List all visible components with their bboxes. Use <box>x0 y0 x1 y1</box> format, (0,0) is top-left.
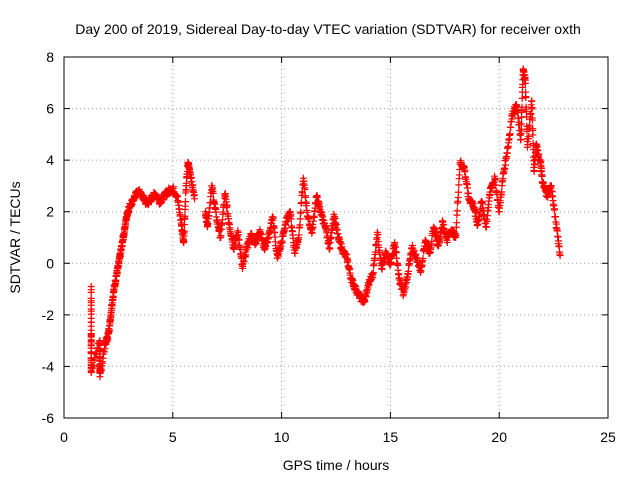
data-point <box>92 350 100 358</box>
data-point <box>284 217 292 225</box>
data-point <box>452 231 460 239</box>
data-point <box>87 288 95 296</box>
data-point <box>296 221 304 229</box>
data-point <box>310 213 318 221</box>
data-point <box>305 214 313 222</box>
y-tick-label: -4 <box>42 358 55 374</box>
data-point <box>419 255 427 263</box>
data-point <box>518 94 526 102</box>
data-point <box>535 150 543 158</box>
data-point <box>443 238 451 246</box>
data-point <box>309 223 317 231</box>
data-point <box>181 212 189 220</box>
data-point <box>527 109 535 117</box>
x-tick-label: 0 <box>60 429 68 445</box>
data-point <box>301 185 309 193</box>
data-point <box>507 118 515 126</box>
data-point <box>402 283 410 291</box>
data-point <box>528 105 536 113</box>
data-point <box>297 208 305 216</box>
data-point <box>517 120 525 128</box>
data-point <box>374 230 382 238</box>
data-point <box>87 342 95 350</box>
data-point <box>498 188 506 196</box>
data-point <box>528 97 536 105</box>
data-point <box>485 203 493 211</box>
y-tick-label: 4 <box>46 152 54 168</box>
data-point <box>461 166 469 174</box>
data-point <box>526 121 534 129</box>
data-point <box>507 123 515 131</box>
data-point <box>216 226 224 234</box>
data-point <box>223 202 231 210</box>
data-point <box>556 252 564 260</box>
data-point <box>278 238 286 246</box>
x-axis-title: GPS time / hours <box>283 457 390 473</box>
y-tick-label: 0 <box>46 255 54 271</box>
data-point <box>538 171 546 179</box>
x-tick-label: 10 <box>274 429 290 445</box>
data-point <box>217 232 225 240</box>
data-point <box>191 195 199 203</box>
data-point <box>87 368 95 376</box>
data-point <box>529 131 537 139</box>
x-tick-label: 5 <box>169 429 177 445</box>
axis-ticks: 0 5 10 15 20 25 -6 -4 -2 0 2 4 6 8 <box>42 49 616 445</box>
data-point <box>369 269 377 277</box>
data-point <box>327 234 335 242</box>
data-point <box>482 223 490 231</box>
data-point <box>287 215 295 223</box>
y-tick-label: 2 <box>46 204 54 220</box>
data-point <box>328 229 336 237</box>
data-point <box>528 116 536 124</box>
y-tick-label: -2 <box>42 307 55 323</box>
data-point <box>100 348 108 356</box>
data-points <box>87 65 564 381</box>
x-tick-label: 25 <box>600 429 616 445</box>
data-point <box>87 348 95 356</box>
data-point <box>189 181 197 189</box>
data-point <box>522 94 530 102</box>
data-point <box>530 167 538 175</box>
data-point <box>525 132 533 140</box>
x-tick-label: 15 <box>383 429 399 445</box>
y-tick-label: 8 <box>46 49 54 65</box>
data-point <box>551 205 559 213</box>
data-point <box>302 199 310 207</box>
data-point <box>514 114 522 122</box>
data-point <box>295 231 303 239</box>
data-point <box>269 214 277 222</box>
data-point <box>378 265 386 273</box>
data-point <box>453 207 461 215</box>
y-tick-label: -6 <box>42 410 55 426</box>
data-point <box>453 219 461 227</box>
data-point <box>501 165 509 173</box>
data-point <box>428 238 436 246</box>
data-point <box>501 161 509 169</box>
grid <box>64 57 608 418</box>
data-point <box>180 227 188 235</box>
data-point <box>169 183 177 191</box>
chart-title: Day 200 of 2019, Sidereal Day-to-day VTE… <box>75 21 581 37</box>
plot-frame <box>63 56 609 419</box>
y-axis-title: SDTVAR / TECUs <box>7 181 23 293</box>
data-point <box>537 164 545 172</box>
data-point <box>484 207 492 215</box>
data-point <box>506 130 514 138</box>
data-point <box>517 136 525 144</box>
data-point <box>554 233 562 241</box>
x-tick-label: 20 <box>491 429 507 445</box>
data-point <box>326 245 334 253</box>
data-point <box>90 361 98 369</box>
data-point <box>454 188 462 196</box>
data-point <box>209 189 217 197</box>
y-tick-label: 6 <box>46 101 54 117</box>
data-point <box>404 267 412 275</box>
data-point <box>521 79 529 87</box>
data-point <box>331 214 339 222</box>
data-point <box>182 198 190 206</box>
data-point <box>455 181 463 189</box>
